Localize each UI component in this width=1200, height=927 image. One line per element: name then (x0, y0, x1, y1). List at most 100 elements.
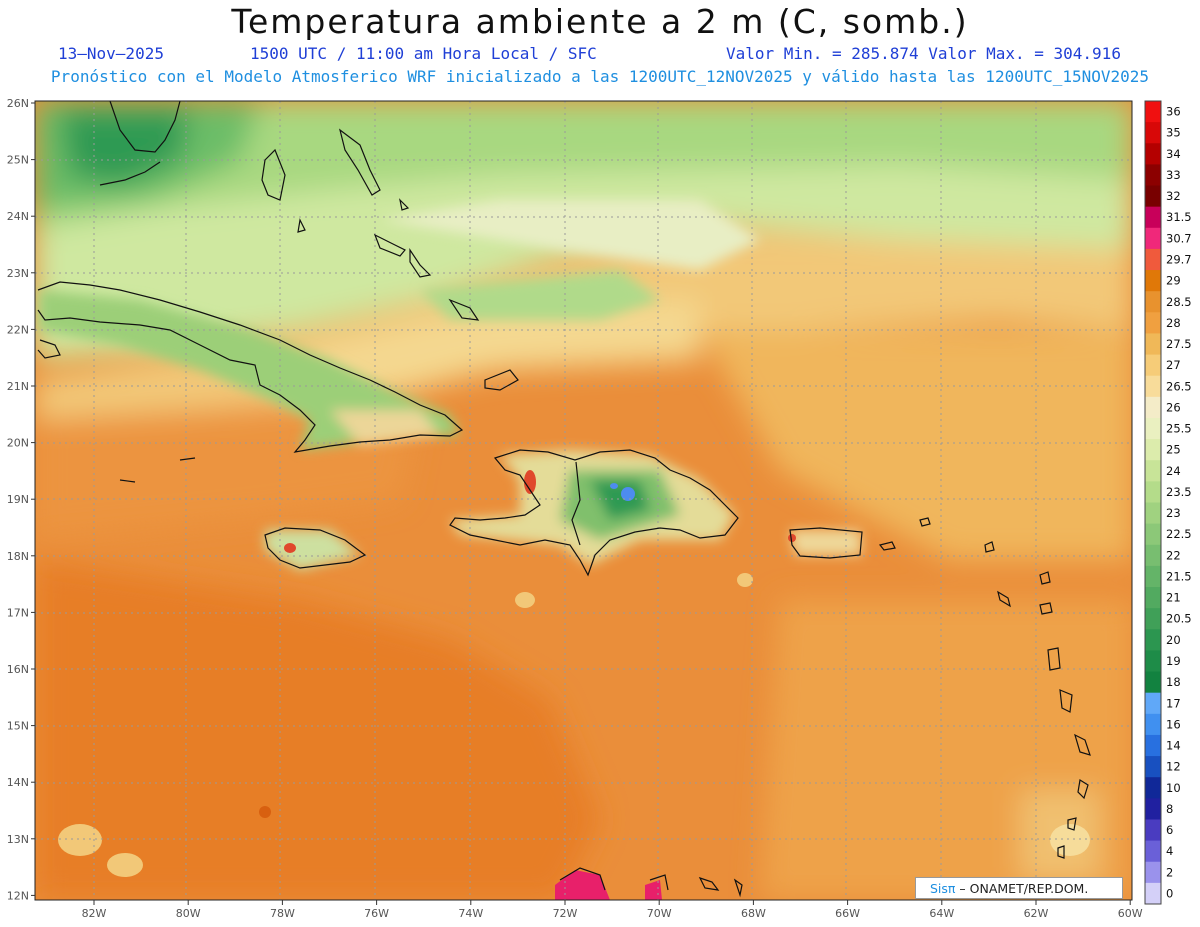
colorbar-label: 23.5 (1166, 485, 1192, 499)
map-title: Temperatura ambiente a 2 m (C, somb.) (231, 2, 969, 41)
lon-label: 62W (1024, 907, 1049, 920)
lat-label: 15N (7, 720, 29, 733)
colorbar: 363534333231.530.729.72928.52827.52726.5… (1144, 100, 1192, 905)
colorbar-swatch (1145, 650, 1161, 673)
colorbar-swatch (1145, 840, 1161, 863)
colorbar-swatch (1145, 460, 1161, 482)
colorbar-swatch (1145, 312, 1161, 334)
lon-label: 68W (741, 907, 766, 920)
gridlines (35, 101, 1132, 900)
latitude-axis: 26N 25N 24N 23N 22N 21N 20N 19N 18N 17N 16N 15N 14N 1… (7, 97, 35, 902)
colorbar-label: 29 (1166, 274, 1181, 288)
colorbar-label: 31.5 (1166, 210, 1192, 224)
value-range-label: Valor Min. = 285.874 Valor Max. = 304.91… (726, 44, 1121, 63)
colorbar-label: 21 (1166, 591, 1181, 605)
cuba-coast (37, 281, 464, 453)
brand-name: Sisπ (930, 881, 956, 896)
lon-label: 76W (364, 907, 389, 920)
colorbar-swatch (1145, 734, 1161, 757)
lon-label: 60W (1118, 907, 1143, 920)
colorbar-swatch (1145, 354, 1161, 377)
colorbar-label: 28.5 (1166, 295, 1192, 309)
colorbar-label: 2 (1166, 865, 1173, 879)
colorbar-swatch (1145, 713, 1161, 736)
colorbar-swatch (1145, 544, 1161, 567)
colorbar-swatch (1145, 481, 1161, 503)
colorbar-frame (1144, 100, 1162, 905)
lon-label: 80W (176, 907, 201, 920)
colorbar-label: 6 (1166, 823, 1173, 837)
colorbar-label: 14 (1166, 739, 1181, 753)
temperature-field (35, 101, 1132, 900)
colorbar-swatch (1145, 587, 1161, 609)
forecast-info: Pronóstico con el Modelo Atmosferico WRF… (50, 67, 1150, 86)
lat-label: 26N (7, 97, 29, 110)
coastlines (37, 100, 1091, 898)
colorbar-label: 34 (1166, 147, 1181, 161)
jamaica-coast (264, 527, 367, 569)
colorbar-swatch (1145, 248, 1161, 271)
lat-label: 25N (7, 154, 29, 167)
colorbar-swatch (1145, 439, 1161, 461)
colorbar-label: 12 (1166, 760, 1181, 774)
colorbar-swatch (1145, 101, 1161, 123)
colorbar-label: 22.5 (1166, 527, 1192, 541)
colorbar-swatch (1145, 164, 1161, 187)
credit-text: – ONAMET/REP.DOM. (955, 881, 1089, 896)
lon-label: 70W (647, 907, 672, 920)
lat-label: 22N (7, 323, 29, 336)
lat-label: 20N (7, 437, 29, 450)
colorbar-label: 10 (1166, 781, 1181, 795)
colorbar-swatch (1145, 819, 1161, 842)
colorbar-label: 26 (1166, 400, 1181, 414)
colorbar-swatch (1145, 671, 1161, 694)
lon-label: 64W (929, 907, 954, 920)
colorbar-swatch (1145, 185, 1161, 208)
lat-label: 12N (7, 889, 29, 902)
colorbar-label: 17 (1166, 696, 1181, 710)
lat-label: 14N (7, 776, 29, 789)
colorbar-swatch (1145, 629, 1161, 651)
colorbar-swatch (1145, 143, 1161, 165)
colorbar-label: 18 (1166, 675, 1181, 689)
lon-label: 72W (553, 907, 578, 920)
colorbar-label: 35 (1166, 126, 1181, 140)
lon-label: 78W (270, 907, 295, 920)
colorbar-label: 30.7 (1166, 231, 1192, 245)
time-label: 1500 UTC / 11:00 am Hora Local / SFC (250, 44, 597, 63)
lat-label: 17N (7, 606, 29, 619)
lat-label: 13N (7, 833, 29, 846)
colorbar-swatch (1145, 692, 1161, 715)
colorbar-swatch (1145, 861, 1161, 884)
colorbar-label: 22 (1166, 548, 1181, 562)
colorbar-label: 8 (1166, 802, 1173, 816)
colorbar-label: 23 (1166, 506, 1181, 520)
colorbar-swatch (1145, 777, 1161, 799)
colorbar-label: 28 (1166, 316, 1181, 330)
lon-label: 66W (835, 907, 860, 920)
colorbar-label: 20 (1166, 633, 1181, 647)
hispaniola-coast (449, 449, 739, 577)
colorbar-label: 21.5 (1166, 569, 1192, 583)
colorbar-label: 20.5 (1166, 612, 1192, 626)
colorbar-swatch (1145, 565, 1161, 588)
colorbar-label: 32 (1166, 189, 1181, 203)
colorbar-label: 29.7 (1166, 252, 1192, 266)
colorbar-swatch (1145, 608, 1161, 630)
colorbar-label: 24 (1166, 464, 1181, 478)
colorbar-swatch (1145, 523, 1161, 546)
colorbar-swatch (1145, 333, 1161, 356)
colorbar-swatch (1145, 396, 1161, 419)
colorbar-swatch (1145, 375, 1161, 398)
lat-label: 21N (7, 380, 29, 393)
colorbar-label: 25 (1166, 443, 1181, 457)
colorbar-swatch (1145, 291, 1161, 313)
colorbar-label: 27 (1166, 358, 1181, 372)
lat-label: 18N (7, 550, 29, 563)
colorbar-label: 36 (1166, 105, 1181, 119)
colorbar-swatch (1145, 882, 1161, 905)
colorbar-swatch (1145, 798, 1161, 820)
lat-label: 19N (7, 493, 29, 506)
colorbar-swatch (1145, 270, 1161, 292)
